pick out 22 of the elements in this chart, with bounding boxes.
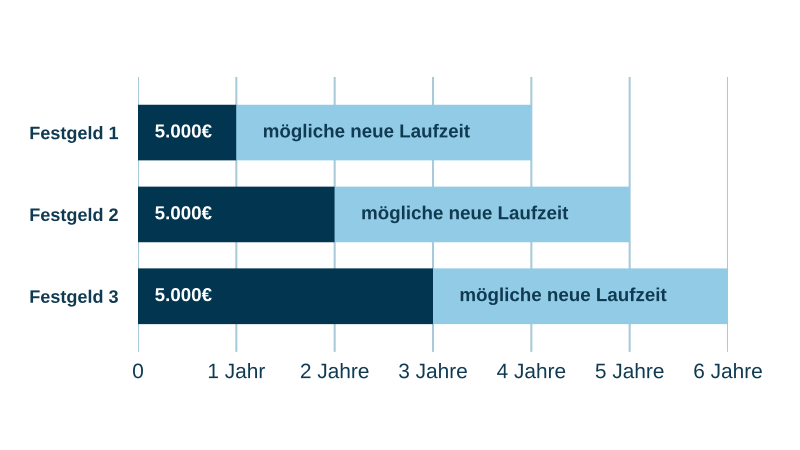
annotation: mögliche neue Laufzeit	[460, 287, 666, 306]
x-tick-label: 3 Jahre	[399, 363, 467, 378]
annotation: 5.000€	[155, 124, 212, 138]
bar	[236, 104, 532, 160]
annotation: 5.000€	[155, 288, 212, 302]
annotation: mögliche neue Laufzeit	[362, 206, 568, 224]
bar	[334, 186, 630, 242]
bar	[138, 186, 335, 242]
y-tick-label: Festgeld 3	[30, 290, 118, 307]
x-tick-label: 4 Jahre	[497, 363, 566, 378]
y-tick-label: Festgeld 2	[30, 208, 118, 225]
x-tick-label: 0	[133, 364, 143, 378]
annotation: mögliche neue Laufzeit	[264, 124, 470, 142]
bar	[433, 268, 728, 324]
x-tick-label: 5 Jahre	[596, 363, 664, 378]
bar	[138, 268, 433, 324]
x-tick-label: 1 Jahr	[208, 363, 265, 378]
x-tick-label: 2 Jahre	[300, 363, 368, 378]
x-tick-label: 6 Jahre	[694, 363, 762, 378]
bar	[138, 104, 236, 160]
annotation: 5.000€	[155, 206, 212, 220]
y-tick-label: Festgeld 1	[30, 126, 118, 143]
